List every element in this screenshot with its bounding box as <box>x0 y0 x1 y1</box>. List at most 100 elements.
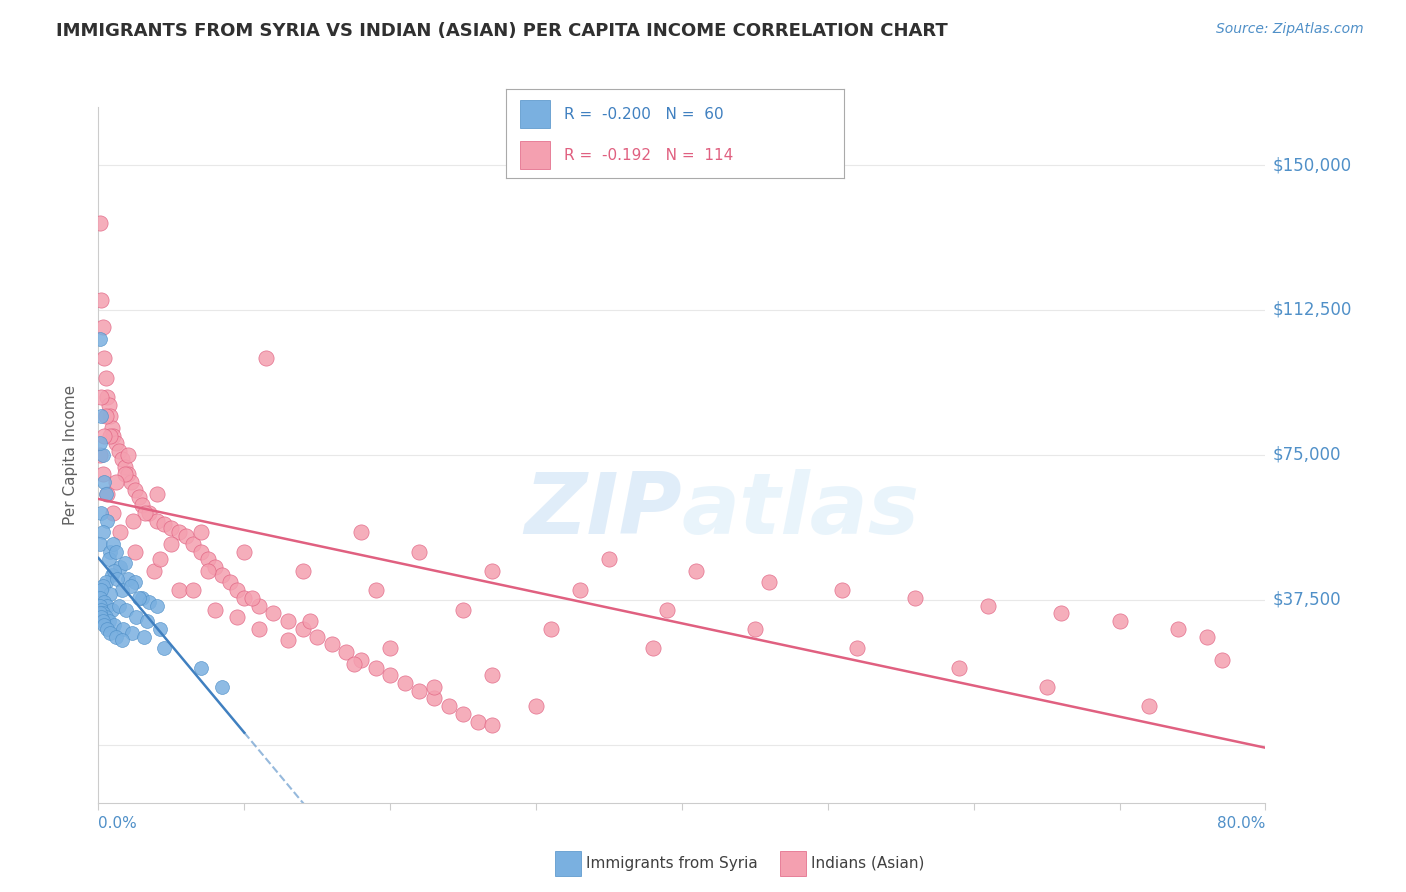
Point <box>124 575 146 590</box>
Point <box>335 645 357 659</box>
Point <box>247 599 270 613</box>
Point <box>97 552 120 566</box>
Text: atlas: atlas <box>682 469 920 552</box>
Point <box>90 610 112 624</box>
Point <box>904 591 927 605</box>
Text: Indians (Asian): Indians (Asian) <box>811 856 925 871</box>
Point <box>233 591 256 605</box>
Point <box>291 622 314 636</box>
Point <box>350 653 373 667</box>
Point <box>91 525 114 540</box>
Point <box>146 599 169 613</box>
Point <box>758 575 780 590</box>
Point <box>481 668 503 682</box>
Point <box>128 591 150 605</box>
Point <box>93 351 115 366</box>
Point <box>117 572 139 586</box>
Point <box>101 428 124 442</box>
Point <box>90 293 112 308</box>
Point <box>117 448 139 462</box>
Point <box>94 409 117 424</box>
Point <box>641 641 664 656</box>
Point <box>160 521 183 535</box>
Point <box>91 579 114 593</box>
Point <box>98 409 121 424</box>
Point <box>89 448 111 462</box>
Point <box>104 630 127 644</box>
Point <box>96 622 118 636</box>
Point <box>190 544 212 558</box>
Point <box>124 544 146 558</box>
Point <box>111 451 134 466</box>
Point <box>108 444 131 458</box>
Point <box>685 564 707 578</box>
Text: 0.0%: 0.0% <box>98 816 138 831</box>
Point <box>101 537 124 551</box>
Point <box>93 595 115 609</box>
Text: R =  -0.192   N =  114: R = -0.192 N = 114 <box>564 148 733 162</box>
Point <box>101 506 124 520</box>
Point <box>97 614 120 628</box>
Point <box>226 583 249 598</box>
Point <box>89 607 111 621</box>
Point <box>167 525 190 540</box>
Point <box>948 660 970 674</box>
Point <box>91 320 114 334</box>
Point <box>181 537 204 551</box>
Point <box>100 421 122 435</box>
Point <box>89 216 111 230</box>
Point <box>254 351 277 366</box>
Point <box>98 428 121 442</box>
Point <box>1137 699 1160 714</box>
Point <box>94 575 117 590</box>
Point <box>149 622 172 636</box>
Point <box>90 409 112 424</box>
Point <box>190 525 212 540</box>
Point <box>96 599 118 613</box>
Point <box>120 579 142 593</box>
Point <box>598 552 620 566</box>
Point <box>111 633 134 648</box>
Point <box>96 390 118 404</box>
Point <box>89 332 111 346</box>
Point <box>167 583 190 598</box>
Point <box>115 602 138 616</box>
Point <box>93 428 115 442</box>
Point <box>120 475 142 489</box>
Point <box>131 591 153 605</box>
Text: $150,000: $150,000 <box>1272 156 1351 174</box>
Point <box>146 514 169 528</box>
Point <box>104 475 127 489</box>
Point <box>1050 607 1073 621</box>
Point <box>481 718 503 732</box>
Point <box>657 602 679 616</box>
Point <box>153 641 176 656</box>
Point <box>247 622 270 636</box>
Point <box>89 599 111 613</box>
Point <box>96 486 118 500</box>
Point <box>91 448 114 462</box>
Point <box>977 599 1000 613</box>
Point <box>1167 622 1189 636</box>
Point <box>142 564 165 578</box>
Text: $75,000: $75,000 <box>1272 446 1341 464</box>
Point <box>108 599 131 613</box>
Point <box>744 622 766 636</box>
Point <box>132 630 155 644</box>
Text: IMMIGRANTS FROM SYRIA VS INDIAN (ASIAN) PER CAPITA INCOME CORRELATION CHART: IMMIGRANTS FROM SYRIA VS INDIAN (ASIAN) … <box>56 22 948 40</box>
Point <box>110 560 132 574</box>
Point <box>131 498 153 512</box>
Point <box>91 467 114 482</box>
Point <box>364 660 387 674</box>
Point <box>98 544 121 558</box>
Point <box>321 637 343 651</box>
Point <box>831 583 853 598</box>
Text: Source: ZipAtlas.com: Source: ZipAtlas.com <box>1216 22 1364 37</box>
Point <box>204 560 226 574</box>
Point <box>181 583 204 598</box>
Point <box>89 537 111 551</box>
Point <box>105 572 128 586</box>
Point <box>114 556 136 570</box>
Point <box>89 591 111 605</box>
Point <box>277 633 299 648</box>
